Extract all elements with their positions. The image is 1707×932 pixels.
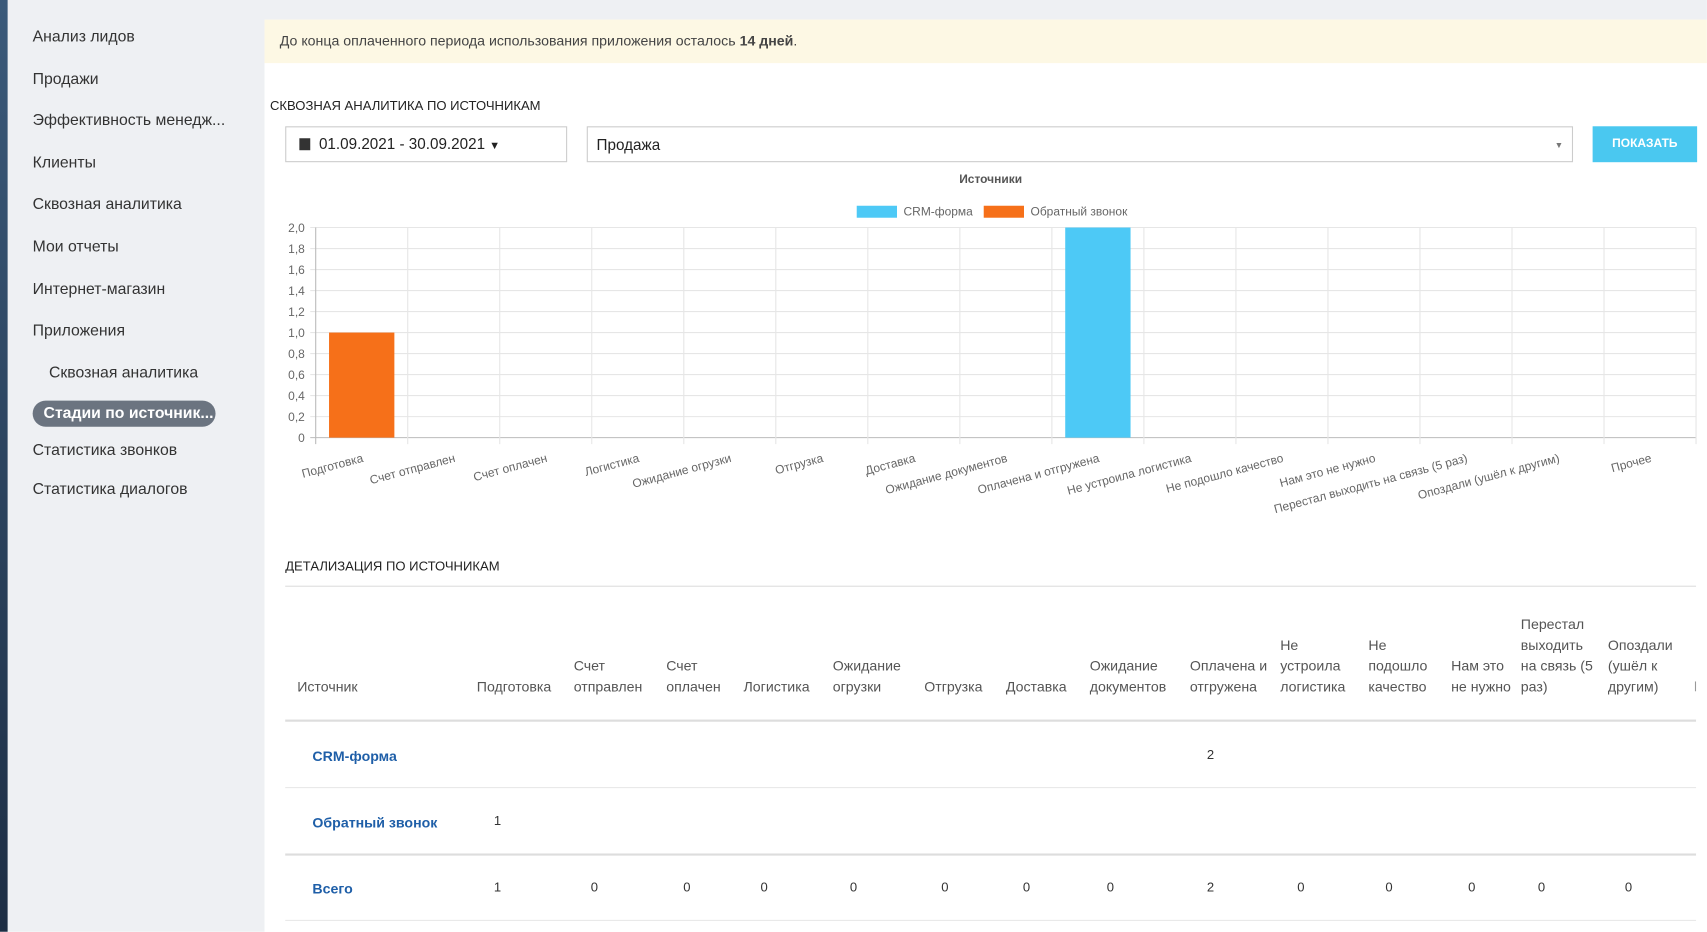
table-header: Счет оплачен	[666, 610, 737, 697]
table-rule	[285, 787, 1696, 788]
cell: 0	[1105, 880, 1116, 895]
cell: 0	[1536, 880, 1547, 895]
table-rule	[285, 920, 1696, 921]
table-header: Подготовка	[477, 610, 567, 697]
cell: 0	[1021, 880, 1032, 895]
cell: 0	[848, 880, 859, 895]
table-header: Счет отправлен	[574, 610, 660, 697]
table-header: Нам это не нужно	[1451, 610, 1514, 697]
cell: 0	[939, 880, 950, 895]
cell: 0	[1295, 880, 1306, 895]
row-name[interactable]: Всего	[312, 881, 352, 897]
cell: 0	[1623, 880, 1634, 895]
table-header: Отгрузка	[924, 610, 999, 697]
cell: 1	[492, 880, 503, 895]
cell: 0	[1466, 880, 1477, 895]
table-rule	[285, 853, 1696, 855]
cell: 2	[1205, 880, 1216, 895]
table-header: Опоздали (ушёл к другим)	[1608, 610, 1689, 697]
table-header: Логистика	[744, 610, 827, 697]
row-name[interactable]: Обратный звонок	[312, 814, 437, 830]
table-header: Не подошло качество	[1368, 610, 1444, 697]
table-header: Ожидание огрузки	[833, 610, 918, 697]
cell: 1	[492, 813, 503, 828]
table-header: Источник	[297, 610, 460, 697]
cut-column	[1695, 681, 1696, 691]
table-header: Ожидание документов	[1090, 610, 1184, 697]
table-header: Не устроила логистика	[1280, 610, 1362, 697]
table-header: Перестал выходить на связь (5 раз)	[1521, 610, 1602, 697]
table-rule	[285, 720, 1696, 722]
table-rule	[285, 586, 1696, 587]
cell: 0	[681, 880, 692, 895]
cell: 2	[1205, 747, 1216, 762]
table-header: Доставка	[1006, 610, 1083, 697]
table-header: Оплачена и отгружена	[1190, 610, 1274, 697]
cell: 0	[1384, 880, 1395, 895]
row-name[interactable]: CRM-форма	[312, 748, 396, 764]
cell: 0	[589, 880, 600, 895]
cell: 0	[759, 880, 770, 895]
